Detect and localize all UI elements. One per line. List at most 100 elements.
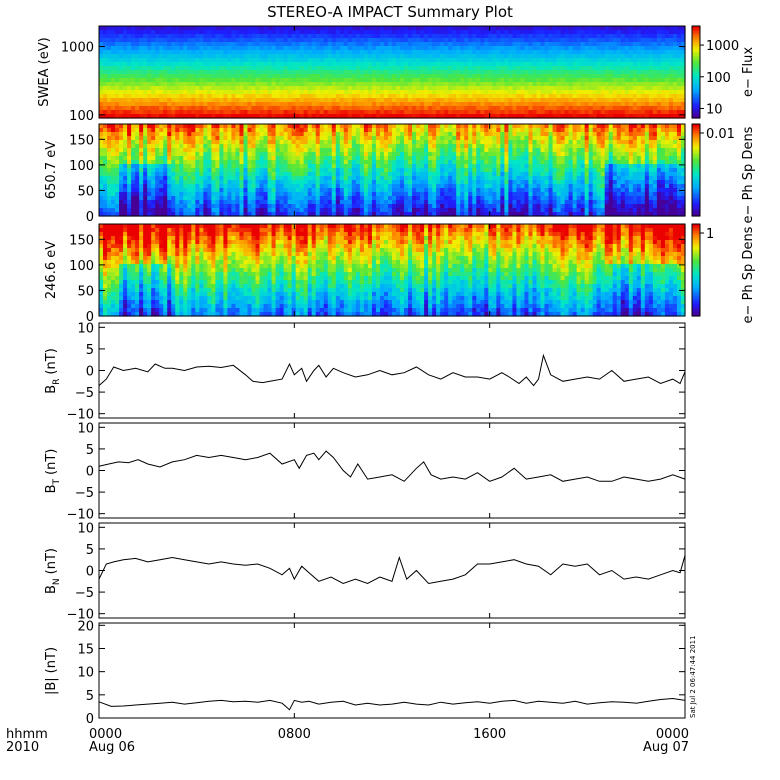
heatmap-cell — [207, 192, 212, 197]
heatmap-cell — [219, 196, 225, 201]
heatmap-cell — [508, 78, 514, 83]
heatmap-cell — [295, 204, 301, 209]
heatmap-cell — [187, 102, 192, 107]
heatmap-cell — [123, 132, 128, 137]
heatmap-cell — [343, 168, 349, 173]
heatmap-cell — [540, 50, 546, 55]
heatmap-cell — [636, 114, 642, 119]
heatmap-cell — [231, 46, 237, 51]
heatmap-cell — [235, 136, 241, 141]
heatmap-cell — [111, 180, 116, 185]
heatmap-cell — [215, 212, 221, 217]
heatmap-cell — [235, 184, 241, 189]
heatmap-cell — [359, 82, 365, 87]
heatmap-cell — [648, 78, 654, 83]
heatmap-cell — [652, 114, 658, 119]
heatmap-cell — [291, 176, 297, 181]
heatmap-cell — [363, 50, 369, 55]
heatmap-cell — [500, 42, 505, 47]
heatmap-cell — [428, 98, 433, 103]
heatmap-cell — [119, 106, 124, 111]
heatmap-cell — [588, 110, 594, 115]
heatmap-cell — [99, 124, 104, 129]
heatmap-cell — [400, 98, 405, 103]
heatmap-cell — [239, 98, 245, 103]
heatmap-cell — [235, 152, 241, 157]
heatmap-cell — [159, 86, 164, 91]
heatmap-cell — [279, 180, 285, 185]
heatmap-cell — [396, 30, 401, 35]
heatmap-cell — [119, 188, 124, 193]
heatmap-cell — [263, 38, 269, 43]
heatmap-cell — [327, 208, 333, 213]
heatmap-cell — [171, 110, 176, 115]
heatmap-cell — [460, 90, 465, 95]
heatmap-cell — [223, 58, 229, 63]
heatmap-cell — [251, 200, 257, 205]
heatmap-cell — [167, 66, 172, 71]
heatmap-cell — [632, 62, 638, 67]
heatmap-cell — [416, 78, 421, 83]
heatmap-cell — [175, 136, 180, 141]
heatmap-cell — [199, 164, 204, 169]
heatmap-cell — [355, 50, 361, 55]
heatmap-cell — [532, 50, 538, 55]
heatmap-cell — [235, 192, 241, 197]
heatmap-cell — [548, 70, 554, 75]
heatmap-cell — [616, 50, 622, 55]
heatmap-cell — [167, 70, 172, 75]
heatmap-cell — [295, 34, 301, 39]
heatmap-cell — [107, 38, 112, 43]
heatmap-cell — [247, 54, 253, 59]
heatmap-cell — [652, 102, 658, 107]
heatmap-cell — [363, 196, 369, 201]
heatmap-cell — [275, 50, 281, 55]
heatmap-cell — [131, 54, 136, 59]
heatmap-cell — [207, 110, 212, 115]
heatmap-cell — [307, 114, 313, 119]
heatmap-cell — [179, 152, 184, 157]
heatmap-cell — [227, 58, 233, 63]
heatmap-cell — [323, 172, 329, 177]
heatmap-cell — [676, 38, 682, 43]
heatmap-cell — [227, 42, 233, 47]
heatmap-cell — [287, 164, 293, 169]
heatmap-cell — [556, 102, 562, 107]
heatmap-cell — [183, 30, 188, 35]
heatmap-cell — [576, 34, 582, 39]
heatmap-cell — [355, 26, 361, 31]
heatmap-cell — [564, 42, 570, 47]
heatmap-cell — [171, 176, 176, 181]
heatmap-cell — [283, 176, 289, 181]
heatmap-cell — [275, 74, 281, 79]
heatmap-cell — [339, 164, 345, 169]
heatmap-cell — [359, 90, 365, 95]
heatmap-cell — [355, 184, 361, 189]
heatmap-cell — [251, 180, 257, 185]
heatmap-cell — [548, 30, 554, 35]
heatmap-cell — [135, 176, 140, 181]
heatmap-cell — [400, 74, 405, 79]
heatmap-cell — [303, 110, 309, 115]
heatmap-cell — [199, 34, 204, 39]
heatmap-cell — [155, 124, 160, 129]
heatmap-cell — [267, 38, 273, 43]
heatmap-cell — [127, 62, 132, 67]
heatmap-cell — [540, 90, 546, 95]
heatmap-cell — [343, 98, 349, 103]
heatmap-cell — [488, 74, 493, 79]
heatmap-cell — [428, 94, 433, 99]
heatmap-cell — [544, 110, 550, 115]
heatmap-cell — [127, 200, 132, 205]
heatmap-cell — [600, 26, 606, 31]
heatmap-cell — [335, 102, 341, 107]
heatmap-cell — [255, 34, 261, 39]
heatmap-cell — [624, 66, 630, 71]
heatmap-cell — [392, 42, 397, 47]
heatmap-cell — [263, 102, 269, 107]
heatmap-cell — [331, 204, 337, 209]
heatmap-cell — [496, 34, 501, 39]
heatmap-cell — [359, 140, 365, 145]
heatmap-cell — [448, 50, 453, 55]
heatmap-cell — [680, 54, 686, 59]
